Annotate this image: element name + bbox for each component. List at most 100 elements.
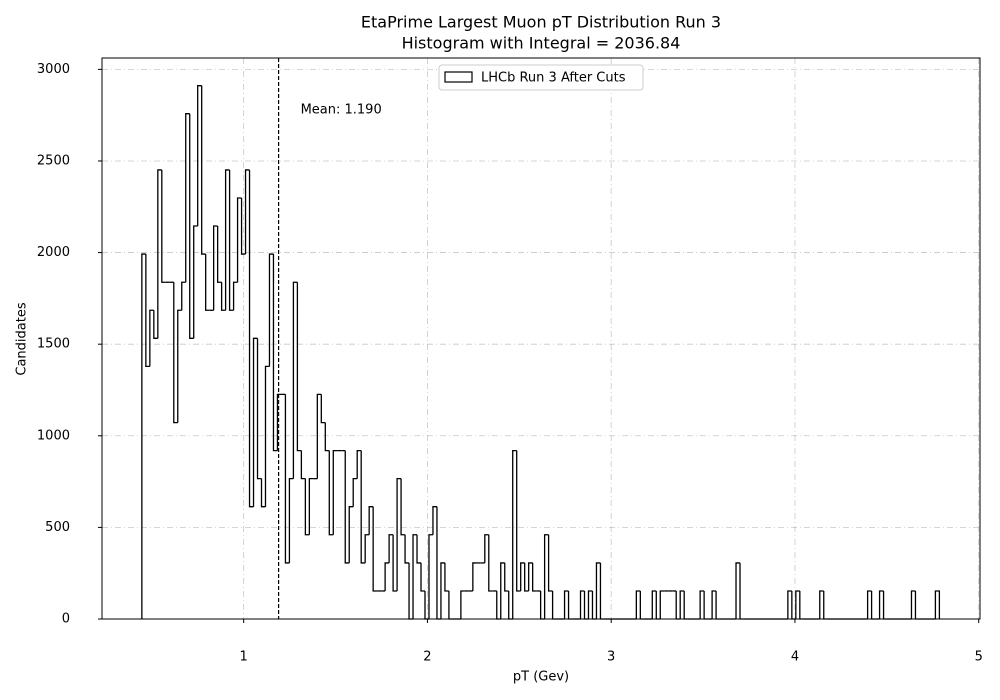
- legend-box: [438, 64, 644, 91]
- y-tick-label: 1000: [37, 428, 70, 443]
- histogram-bin: [635, 590, 641, 619]
- histogram-bin: [272, 254, 278, 452]
- histogram-bin: [153, 310, 158, 339]
- y-tick-label: 3000: [37, 62, 70, 77]
- histogram-bin: [388, 534, 394, 563]
- y-tick-label: 0: [62, 612, 70, 627]
- histogram-bin: [683, 590, 689, 620]
- histogram-bin: [440, 562, 445, 619]
- plot-frame: [101, 57, 981, 620]
- histogram-bin: [420, 562, 425, 592]
- histogram-bin: [735, 562, 741, 619]
- histogram-bin: [396, 478, 402, 591]
- histogram-bin: [264, 365, 270, 507]
- histogram-bin: [448, 590, 453, 620]
- y-axis-label: Candidates: [15, 302, 30, 375]
- histogram-bin: [432, 506, 437, 535]
- histogram-bin: [400, 478, 406, 536]
- histogram-bin: [328, 450, 334, 536]
- x-tick-label: 1: [240, 650, 248, 665]
- histogram-bin: [551, 590, 557, 620]
- histogram-bin: [236, 197, 242, 283]
- annotation: Mean: 1.190: [301, 103, 382, 118]
- legend: LHCb Run 3 After Cuts: [438, 64, 644, 91]
- histogram-bin: [316, 393, 322, 479]
- histogram-bin: [348, 506, 354, 563]
- y-tick-label: 2500: [37, 153, 70, 168]
- histogram-bin: [795, 590, 800, 619]
- histogram-bin: [224, 169, 230, 311]
- histogram-bin: [324, 422, 330, 452]
- histogram-series: [141, 85, 941, 620]
- histogram-bin: [579, 590, 585, 619]
- histogram-bin: [524, 562, 529, 592]
- histogram-bin: [715, 590, 721, 620]
- histogram-bin: [145, 254, 150, 367]
- y-tick-label: 1500: [37, 337, 70, 352]
- histogram-bin: [711, 590, 717, 619]
- histogram-bin: [512, 449, 517, 619]
- x-tick-label: 2: [423, 650, 431, 665]
- histogram-bin: [248, 169, 254, 508]
- histogram-bin: [364, 534, 370, 563]
- histogram-bin: [384, 562, 390, 591]
- histogram-bin: [444, 562, 449, 592]
- histogram-bin: [520, 562, 525, 591]
- histogram-bin: [651, 590, 657, 619]
- histogram-bin: [599, 562, 605, 620]
- histogram-bin: [141, 253, 146, 619]
- histogram-bin: [428, 534, 433, 619]
- histogram-bin: [500, 562, 505, 619]
- histogram-bin: [866, 590, 872, 619]
- histogram-bin: [595, 562, 601, 619]
- histogram-bin: [185, 113, 190, 283]
- histogram-bin: [228, 169, 234, 311]
- chart-subtitle: Histogram with Integral = 2036.84: [402, 34, 681, 53]
- histogram-bin: [232, 281, 238, 311]
- x-tick-label: 4: [791, 650, 799, 665]
- histogram-bin: [173, 282, 178, 424]
- histogram-bin: [504, 562, 509, 592]
- histogram-bin: [516, 450, 521, 592]
- histogram-bin: [532, 562, 537, 592]
- histogram-bin: [739, 562, 744, 620]
- y-tick-label: 500: [45, 520, 70, 535]
- histogram-bin: [177, 309, 182, 423]
- histogram-bin: [300, 450, 306, 480]
- histogram-bin: [563, 590, 569, 619]
- histogram-bin: [181, 281, 186, 311]
- legend-swatch: [444, 71, 473, 83]
- histogram-bin: [484, 534, 489, 563]
- histogram-bin: [320, 394, 326, 424]
- histogram-bin: [213, 225, 218, 311]
- histogram-bin: [332, 449, 338, 535]
- histogram-bin: [216, 226, 222, 283]
- histogram-bin: [252, 337, 258, 507]
- histogram-bin: [260, 478, 266, 508]
- histogram-bin: [416, 534, 422, 564]
- histogram-bin: [352, 478, 358, 507]
- histogram-bin: [288, 478, 294, 563]
- histogram-bin: [304, 478, 310, 536]
- histogram-bin: [368, 506, 374, 535]
- histogram-bin: [149, 309, 154, 367]
- histogram-bin: [488, 534, 493, 592]
- histogram-bin: [934, 590, 941, 619]
- histogram-bin: [699, 590, 705, 619]
- histogram-bin: [372, 506, 378, 592]
- histogram-bin: [882, 590, 888, 620]
- histogram-bin: [819, 590, 824, 619]
- histogram-bin: [870, 590, 876, 620]
- histogram-bin: [201, 85, 206, 255]
- histogram-bin: [344, 450, 350, 564]
- histogram-bin: [292, 281, 298, 479]
- histogram-bin: [193, 225, 198, 339]
- histogram-bin: [639, 590, 645, 620]
- y-tick-label: 2000: [37, 245, 70, 260]
- histogram-bin: [472, 562, 477, 591]
- histogram-bin: [543, 534, 549, 619]
- histogram-bin: [284, 394, 290, 564]
- histogram-bin: [256, 338, 262, 480]
- histogram-bin: [161, 169, 166, 283]
- x-axis-label: pT (Gev): [513, 670, 569, 685]
